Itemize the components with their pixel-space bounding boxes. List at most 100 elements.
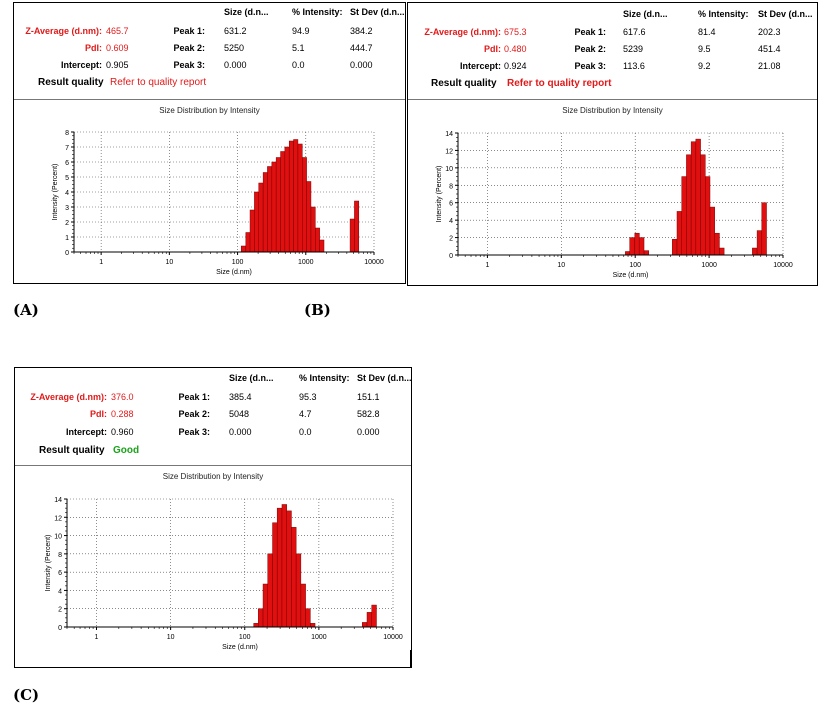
header-intensity: % Intensity: xyxy=(292,7,343,17)
peak3-intensity: 9.2 xyxy=(698,61,711,71)
section-divider xyxy=(14,99,405,100)
distribution-bar xyxy=(686,154,692,256)
pdi-label: PdI: xyxy=(85,43,102,53)
result-quality-value: Refer to quality report xyxy=(110,77,207,88)
header-stdev: St Dev (d.n... xyxy=(350,7,405,17)
distribution-bar xyxy=(705,176,711,256)
panel-letter-b: (B) xyxy=(304,301,331,319)
result-quality-label: Result quality xyxy=(431,78,497,89)
x-axis-label: Size (d.nm) xyxy=(222,644,258,651)
distribution-bar xyxy=(281,504,287,628)
x-tick-label: 1000 xyxy=(298,259,314,266)
distribution-bar xyxy=(280,151,286,253)
x-tick-label: 10 xyxy=(167,634,175,641)
distribution-bar xyxy=(272,522,278,628)
y-tick-label: 12 xyxy=(54,515,62,522)
distribution-bar xyxy=(310,206,316,253)
peak3-size: 0.000 xyxy=(229,427,252,437)
peak2-label: Peak 2: xyxy=(574,44,606,54)
pdi-label: PdI: xyxy=(484,44,501,54)
distribution-bar xyxy=(349,218,355,253)
peak2-intensity: 9.5 xyxy=(698,44,711,54)
x-tick-label: 100 xyxy=(629,262,641,269)
peak2-stdev: 582.8 xyxy=(357,409,380,419)
text-cursor xyxy=(410,650,411,668)
result-quality-value: Refer to quality report xyxy=(507,78,612,89)
distribution-bar xyxy=(276,507,283,628)
distribution-bar xyxy=(634,232,640,256)
y-tick-label: 0 xyxy=(65,250,69,257)
pdi-value: 0.480 xyxy=(504,44,527,54)
peak3-stdev: 0.000 xyxy=(357,427,380,437)
y-axis-label: Intensity (Percent) xyxy=(52,164,59,221)
peak1-label: Peak 1: xyxy=(178,392,210,402)
peak1-label: Peak 1: xyxy=(574,27,606,37)
distribution-bar xyxy=(306,181,312,253)
distribution-bar xyxy=(301,157,307,253)
x-tick-label: 10 xyxy=(165,259,173,266)
y-tick-label: 2 xyxy=(65,220,69,227)
x-tick-label: 10000 xyxy=(383,634,403,641)
intercept-label: Intercept: xyxy=(60,60,102,70)
zavg-value: 675.3 xyxy=(504,27,527,37)
distribution-bar xyxy=(305,608,311,628)
distribution-bar xyxy=(300,583,306,628)
distribution-bar xyxy=(271,161,277,253)
y-tick-label: 3 xyxy=(65,205,69,212)
distribution-bar xyxy=(643,250,650,256)
x-tick-label: 10000 xyxy=(773,262,793,269)
y-tick-label: 7 xyxy=(65,145,69,152)
x-tick-label: 1 xyxy=(99,259,103,266)
chart-title: Size Distribution by Intensity xyxy=(562,106,663,115)
distribution-bar xyxy=(695,138,701,256)
y-axis-label: Intensity (Percent) xyxy=(45,535,52,592)
peak3-stdev: 0.000 xyxy=(350,60,373,70)
y-tick-label: 4 xyxy=(65,190,69,197)
peak3-label: Peak 3: xyxy=(574,61,606,71)
distribution-bar xyxy=(319,239,325,253)
peak1-intensity: 94.9 xyxy=(292,26,310,36)
peak3-intensity: 0.0 xyxy=(292,60,305,70)
distribution-bar xyxy=(629,237,635,256)
y-tick-label: 8 xyxy=(65,130,69,137)
peak2-label: Peak 2: xyxy=(173,43,205,53)
distribution-bar xyxy=(371,604,377,628)
peak1-stdev: 384.2 xyxy=(350,26,373,36)
x-tick-label: 10 xyxy=(557,262,565,269)
y-tick-label: 0 xyxy=(58,625,62,632)
header-stdev: St Dev (d.n... xyxy=(758,9,813,19)
header-size: Size (d.n... xyxy=(224,7,269,17)
peak3-label: Peak 3: xyxy=(173,60,205,70)
y-tick-label: 4 xyxy=(58,588,62,595)
distribution-bar xyxy=(354,200,360,253)
y-tick-label: 10 xyxy=(54,534,62,541)
x-tick-label: 100 xyxy=(239,634,251,641)
zavg-label: Z-Average (d.nm): xyxy=(30,392,107,402)
peak2-label: Peak 2: xyxy=(178,409,210,419)
distribution-bar xyxy=(262,172,268,253)
distribution-bar xyxy=(625,251,631,256)
distribution-bar xyxy=(267,553,273,628)
distribution-bar xyxy=(719,247,725,256)
distribution-bar xyxy=(249,209,255,253)
x-tick-label: 100 xyxy=(232,259,244,266)
size-distribution-chart-a: Size Distribution by Intensity 0 1 2 3 4 5 6 7 8 1… xyxy=(52,106,384,276)
x-tick-label: 1000 xyxy=(311,634,327,641)
distribution-bar xyxy=(258,608,264,628)
peak1-size: 385.4 xyxy=(229,392,252,402)
panel-a: Size (d.n... % Intensity: St Dev (d.n...… xyxy=(13,2,406,284)
pdi-label: PdI: xyxy=(90,409,107,419)
distribution-bar xyxy=(295,553,302,628)
result-quality-value: Good xyxy=(113,445,140,456)
chart-title: Size Distribution by Intensity xyxy=(159,106,260,115)
peak2-intensity: 4.7 xyxy=(299,409,312,419)
y-axis-label: Intensity (Percent) xyxy=(436,166,443,223)
distribution-bar xyxy=(253,623,259,628)
distribution-bar xyxy=(262,583,269,628)
distribution-bar xyxy=(315,227,320,253)
distribution-bar xyxy=(672,239,678,256)
header-size: Size (d.n... xyxy=(229,373,274,383)
result-quality-label: Result quality xyxy=(39,445,105,456)
panel-c: Size (d.n... % Intensity: St Dev (d.n...… xyxy=(14,367,412,668)
distribution-bar xyxy=(690,141,697,256)
